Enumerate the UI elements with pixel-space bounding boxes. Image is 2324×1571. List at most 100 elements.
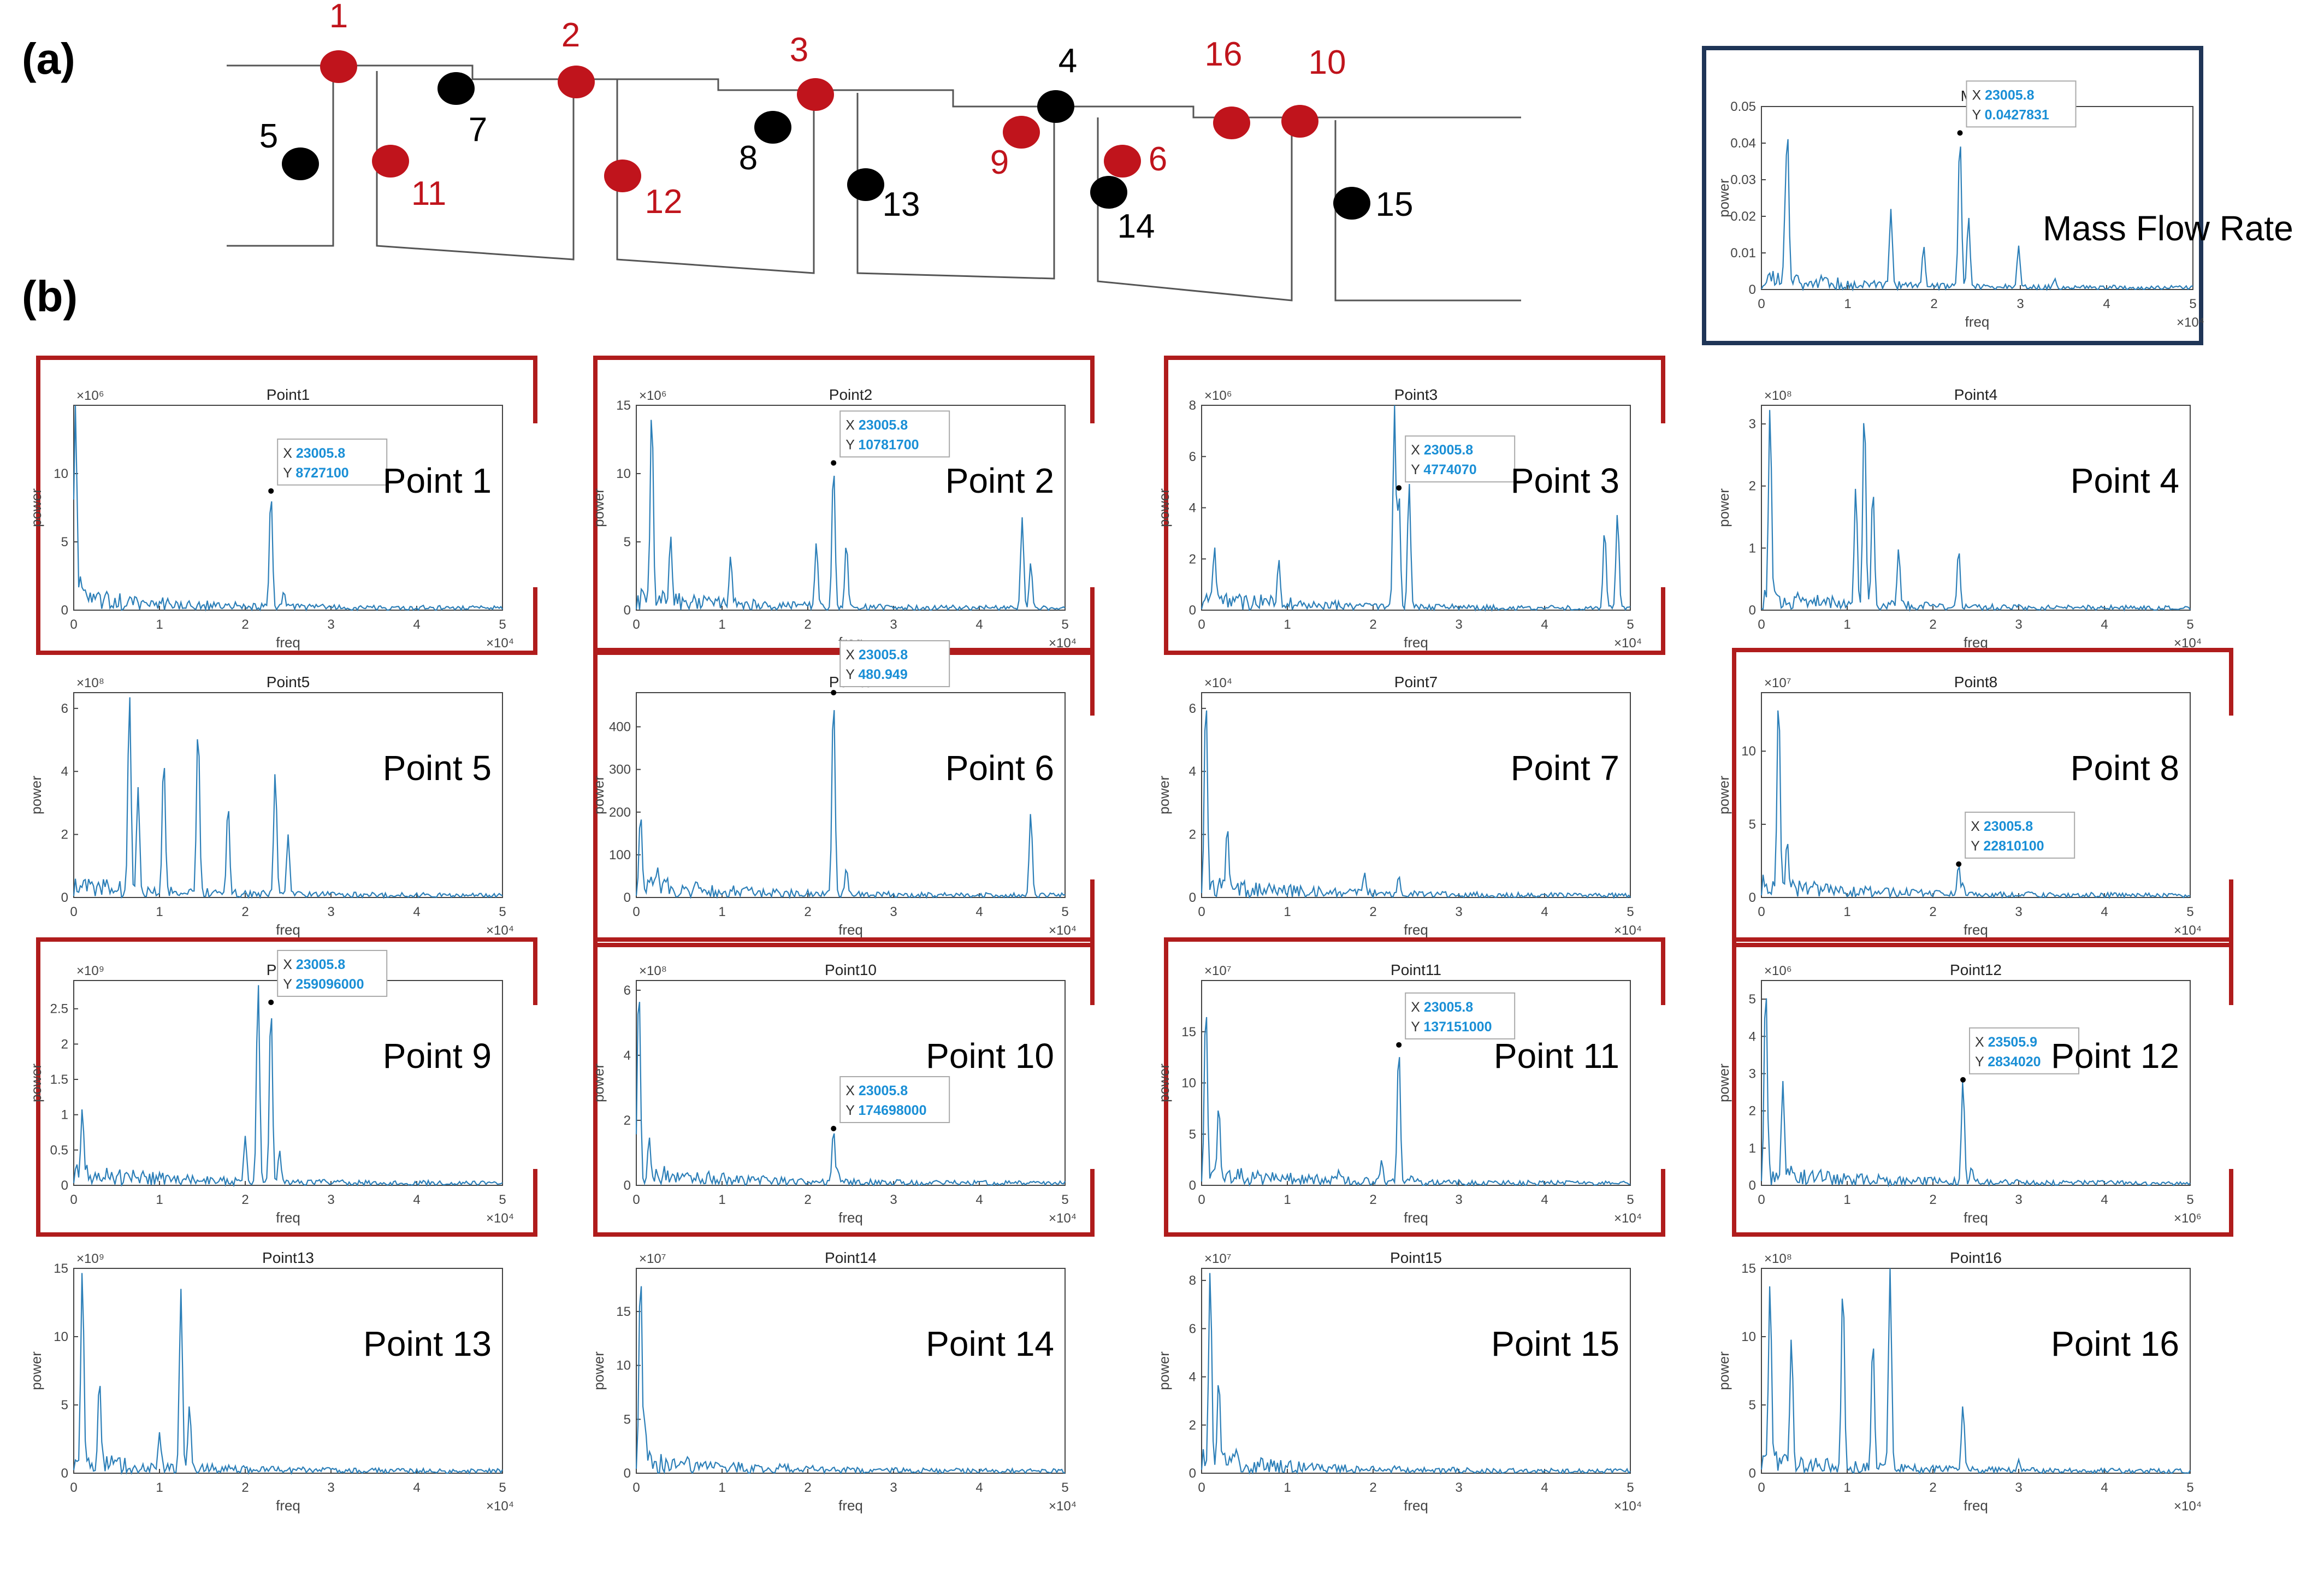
x-exponent: ×10⁴ [1049, 923, 1077, 938]
x-tick-label: 4 [1541, 1480, 1548, 1495]
x-tick-label: 0 [1198, 905, 1205, 919]
y-axis-label: power [28, 488, 44, 527]
x-tick-label: 0 [70, 1192, 77, 1207]
y-tick-label: 4 [1749, 1029, 1756, 1044]
plot-point13: Point13 0 1 2 3 4 5 0 5 10 15 freq power ×10⁴ ×10⁹ Poin… [28, 1249, 514, 1514]
big-label: Point 10 [926, 1036, 1054, 1076]
datatip-x: X 23005.8 [283, 957, 345, 972]
x-tick-label: 4 [1541, 617, 1548, 632]
x-tick-label: 3 [890, 1192, 897, 1207]
x-tick-label: 3 [327, 1192, 334, 1207]
y-tick-label: 4 [61, 764, 68, 779]
x-tick-label: 0 [632, 905, 640, 919]
y-tick-label: 10 [54, 466, 68, 481]
y-tick-label: 10 [1741, 1330, 1756, 1344]
y-tick-label: 3 [1749, 1066, 1756, 1081]
datatip-box [277, 949, 388, 997]
x-tick-label: 3 [2015, 1192, 2022, 1207]
x-tick-label: 1 [156, 1480, 163, 1495]
axis-title: Point8 [1954, 674, 1997, 690]
series-line [1760, 710, 2191, 900]
x-tick-label: 4 [413, 1192, 420, 1207]
marker-label-8: 8 [739, 139, 758, 177]
x-tick-label: 1 [718, 617, 725, 632]
datatip-y: Y 2834020 [1975, 1054, 2041, 1070]
marker-dot-11 [372, 145, 409, 178]
y-tick-label: 2 [61, 828, 68, 842]
x-tick-label: 2 [1369, 617, 1376, 632]
y-axis-label: power [28, 776, 44, 814]
panel-label-b: (b) [22, 272, 78, 321]
x-tick-label: 2 [241, 1480, 249, 1495]
x-tick-label: 5 [1061, 1480, 1068, 1495]
x-tick-label: 1 [1284, 1192, 1291, 1207]
x-tick-label: 4 [1541, 1192, 1548, 1207]
marker-dot-16 [1213, 107, 1250, 139]
x-tick-label: 5 [499, 1192, 506, 1207]
y-axis-label: power [1716, 179, 1732, 217]
datatip-y: Y 8727100 [283, 465, 349, 481]
series-line [635, 420, 1066, 612]
y-tick-label: 0 [1749, 1466, 1756, 1481]
marker-label-10: 10 [1309, 44, 1346, 81]
x-tick-label: 5 [1627, 905, 1634, 919]
schematic-top-wall [227, 64, 1521, 119]
marker-label-7: 7 [469, 111, 487, 149]
datatip-y-value: 8727100 [295, 465, 348, 481]
y-tick-label: 10 [616, 466, 631, 481]
y-axis-label: power [28, 1064, 44, 1102]
y-tick-label: 4 [1189, 501, 1196, 516]
y-tick-label: 0 [1189, 890, 1196, 905]
x-tick-label: 3 [1455, 617, 1462, 632]
plot-point1: Point1 0 1 2 3 4 5 0 5 10 freq power ×10⁴ ×10⁶ X 23005… [28, 356, 537, 655]
x-tick-label: 0 [70, 1480, 77, 1495]
axes-box [73, 405, 503, 611]
highlight-frame [1164, 356, 1665, 655]
marker-label-3: 3 [790, 31, 808, 69]
x-axis-label: freq [1964, 922, 1988, 938]
y-tick-label: 5 [1749, 817, 1756, 832]
x-tick-label: 5 [1061, 905, 1068, 919]
marker-dot-10 [1281, 105, 1318, 138]
y-axis-label: power [1716, 488, 1732, 527]
datatip-marker [831, 1126, 837, 1132]
y-tick-label: 0 [1749, 282, 1756, 297]
x-tick-label: 4 [413, 1480, 420, 1495]
plot-point16: Point16 0 1 2 3 4 5 0 5 10 15 freq power ×10⁴ ×10⁸ Poin… [1716, 1249, 2202, 1514]
y-exponent: ×10⁶ [1764, 964, 1792, 978]
big-label: Point 2 [945, 461, 1054, 500]
datatip-x: X 23505.9 [1975, 1035, 2037, 1050]
x-tick-label: 4 [2101, 1480, 2108, 1495]
y-exponent: ×10⁸ [76, 676, 104, 690]
big-label: Point 14 [926, 1324, 1054, 1363]
big-label: Point 8 [2071, 748, 2179, 788]
marker-label-13: 13 [883, 186, 920, 223]
big-label: Point 4 [2071, 461, 2179, 500]
highlight-frame [593, 356, 1095, 655]
datatip-marker [1957, 130, 1963, 136]
series-line [635, 1002, 1066, 1187]
big-label: Point 5 [383, 748, 492, 788]
axis-title: Point1 [267, 386, 310, 403]
x-tick-label: 3 [327, 905, 334, 919]
marker-dot-13 [847, 168, 884, 201]
y-exponent: ×10⁷ [1764, 676, 1791, 690]
y-tick-label: 5 [61, 535, 68, 550]
y-tick-label: 0.04 [1730, 136, 1756, 151]
y-tick-label: 1.5 [50, 1072, 68, 1087]
x-tick-label: 3 [2015, 1480, 2022, 1495]
marker-label-6: 6 [1149, 140, 1167, 178]
highlight-frame [1702, 46, 2203, 345]
datatip-x-value: 23005.8 [859, 417, 908, 433]
x-exponent: ×10⁴ [1049, 1499, 1077, 1514]
y-tick-label: 5 [61, 1398, 68, 1413]
x-tick-label: 0 [1198, 1480, 1205, 1495]
datatip-marker [268, 999, 274, 1005]
y-tick-label: 3 [1749, 417, 1756, 432]
y-exponent: ×10⁹ [76, 1251, 104, 1266]
y-tick-label: 0.01 [1730, 246, 1756, 261]
y-tick-label: 8 [1189, 1273, 1196, 1288]
x-tick-label: 2 [1369, 905, 1376, 919]
